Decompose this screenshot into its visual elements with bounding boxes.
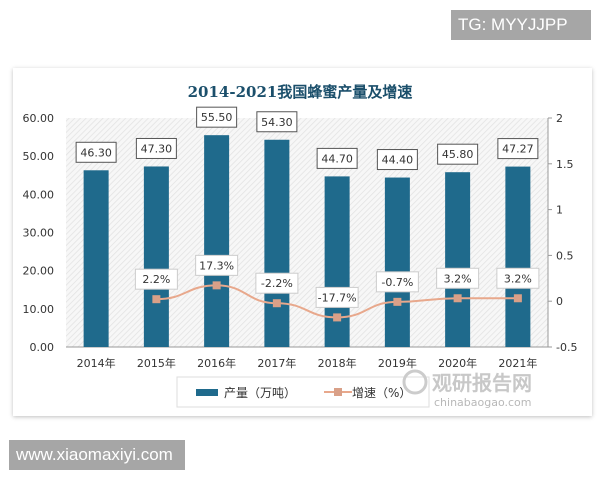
y-right-tick-label: 0.5 (556, 249, 574, 262)
bar-label-box (75, 141, 117, 163)
bar-2014年 (83, 170, 109, 347)
bar-2019年 (384, 177, 410, 347)
bar-2016年 (204, 135, 230, 347)
growth-marker (513, 294, 522, 303)
watermark-logo-icon (402, 369, 428, 395)
watermark-logo-text: 观研报告网 (432, 371, 532, 395)
bar-data-label: 54.30 (261, 116, 293, 129)
growth-label-box (375, 271, 419, 293)
legend-swatch-bar (196, 389, 218, 396)
bar-data-label: 47.27 (502, 143, 534, 156)
growth-label-box (496, 267, 540, 289)
growth-data-label: 3.2% (444, 272, 472, 285)
bar-data-label: 47.30 (141, 142, 173, 155)
website-overlay: www.xiaomaxiyi.com (9, 440, 185, 470)
x-tick-label: 2014年 (77, 356, 116, 370)
y-right-tick-label: -0.5 (556, 341, 577, 354)
y-left-tick-label: 10.00 (23, 303, 55, 316)
bar-label-box (497, 138, 539, 160)
legend-label-line: 增速（%） (352, 386, 411, 400)
bar-data-label: 44.40 (382, 154, 414, 167)
tg-overlay: TG: MYYJJPP (451, 10, 591, 40)
bar-2020年 (445, 172, 471, 347)
y-right-tick-label: 1 (556, 204, 563, 217)
growth-marker (393, 297, 402, 306)
growth-label-box (195, 254, 239, 276)
y-left-tick-label: 60.00 (23, 112, 55, 125)
legend-label-bar: 产量（万吨） (224, 386, 296, 400)
y-left-tick-label: 30.00 (23, 227, 55, 240)
watermark-url: chinabaogao.com (434, 396, 532, 409)
x-tick-label: 2019年 (378, 356, 417, 370)
y-right-tick-label: 2 (556, 112, 563, 125)
bar-2017年 (264, 139, 290, 347)
bar-data-label: 45.80 (442, 148, 474, 161)
bar-2015年 (143, 166, 169, 347)
bar-label-box (376, 149, 418, 171)
growth-data-label: -17.7% (318, 291, 357, 304)
bar-label-box (196, 106, 238, 128)
chart-title: 2014-2021我国蜂蜜产量及增速 (188, 83, 413, 101)
bar-label-box (135, 137, 177, 159)
bar-data-label: 55.50 (201, 111, 233, 124)
x-tick-label: 2015年 (137, 356, 176, 370)
bar-label-box (316, 147, 358, 169)
y-left-tick-label: 50.00 (23, 150, 55, 163)
bar-2021年 (505, 166, 531, 347)
y-left-tick-label: 20.00 (23, 265, 55, 278)
growth-label-box (436, 267, 480, 289)
growth-data-label: -0.7% (381, 276, 413, 289)
legend (176, 376, 430, 408)
growth-label-box (315, 286, 359, 308)
x-tick-label: 2016年 (197, 356, 236, 370)
growth-data-label: 17.3% (199, 259, 234, 272)
legend-swatch-marker (334, 388, 342, 396)
growth-marker (272, 299, 281, 308)
bar-label-box (256, 111, 298, 133)
x-tick-label: 2020年 (438, 356, 477, 370)
growth-marker (152, 295, 161, 304)
growth-data-label: -2.2% (261, 277, 293, 290)
growth-label-box (255, 272, 299, 294)
x-tick-label: 2017年 (257, 356, 296, 370)
x-tick-label: 2018年 (318, 356, 357, 370)
y-left-tick-label: 0.00 (30, 341, 55, 354)
growth-label-box (134, 268, 178, 290)
growth-marker (453, 294, 462, 303)
bar-data-label: 46.30 (80, 146, 112, 159)
y-right-tick-label: 1.5 (556, 158, 574, 171)
x-tick-label: 2021年 (498, 356, 537, 370)
y-right-tick-label: 0 (556, 295, 563, 308)
growth-marker (212, 281, 221, 290)
y-left-tick-label: 40.00 (23, 188, 55, 201)
bar-data-label: 44.70 (321, 152, 353, 165)
growth-marker (333, 313, 342, 322)
growth-data-label: 3.2% (504, 272, 532, 285)
bar-label-box (437, 143, 479, 165)
growth-data-label: 2.2% (142, 273, 170, 286)
